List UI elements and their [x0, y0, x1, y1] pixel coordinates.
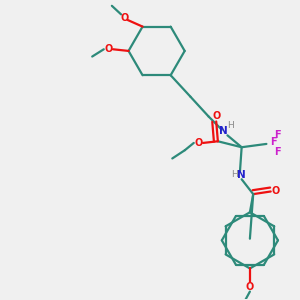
Text: O: O — [195, 138, 203, 148]
Text: N: N — [219, 126, 228, 136]
Text: O: O — [212, 111, 220, 121]
Text: O: O — [120, 14, 128, 23]
Text: H: H — [227, 121, 234, 130]
Text: N: N — [237, 170, 246, 180]
Text: O: O — [105, 44, 113, 54]
Text: F: F — [270, 137, 276, 147]
Text: H: H — [231, 170, 237, 179]
Text: F: F — [274, 147, 281, 157]
Text: O: O — [246, 282, 254, 292]
Text: F: F — [274, 130, 281, 140]
Text: O: O — [272, 187, 280, 196]
